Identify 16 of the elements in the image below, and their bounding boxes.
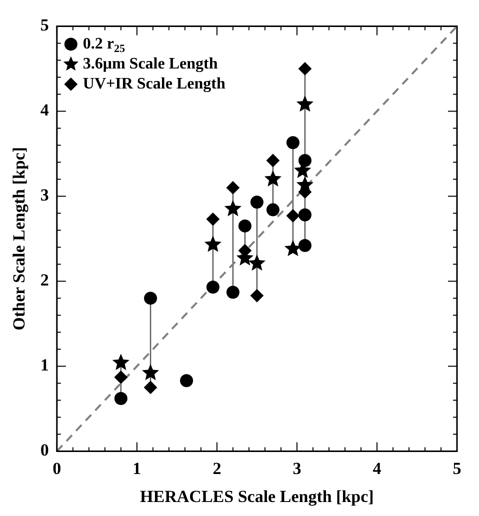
y-tick-label: 4 [40, 100, 50, 120]
y-tick-label: 5 [40, 16, 49, 35]
y-axis-title: Other Scale Length [kpc] [10, 147, 29, 330]
legend-label: UV+IR Scale Length [82, 75, 226, 92]
x-tick-label: 0 [52, 458, 62, 478]
y-tick-label: 0 [40, 440, 49, 460]
x-tick-label: 1 [132, 458, 142, 478]
legend-label: 3.6μm Scale Length [82, 55, 218, 72]
x-tick-label: 2 [212, 458, 222, 478]
x-tick-label: 5 [452, 458, 462, 478]
y-tick-label: 3 [40, 186, 49, 205]
y-tick-label: 2 [40, 270, 49, 290]
x-axis-title: HERACLES Scale Length [kpc] [140, 487, 374, 506]
y-tick-label: 1 [40, 356, 49, 375]
x-tick-label: 3 [292, 458, 302, 478]
x-tick-label: 4 [372, 458, 382, 478]
